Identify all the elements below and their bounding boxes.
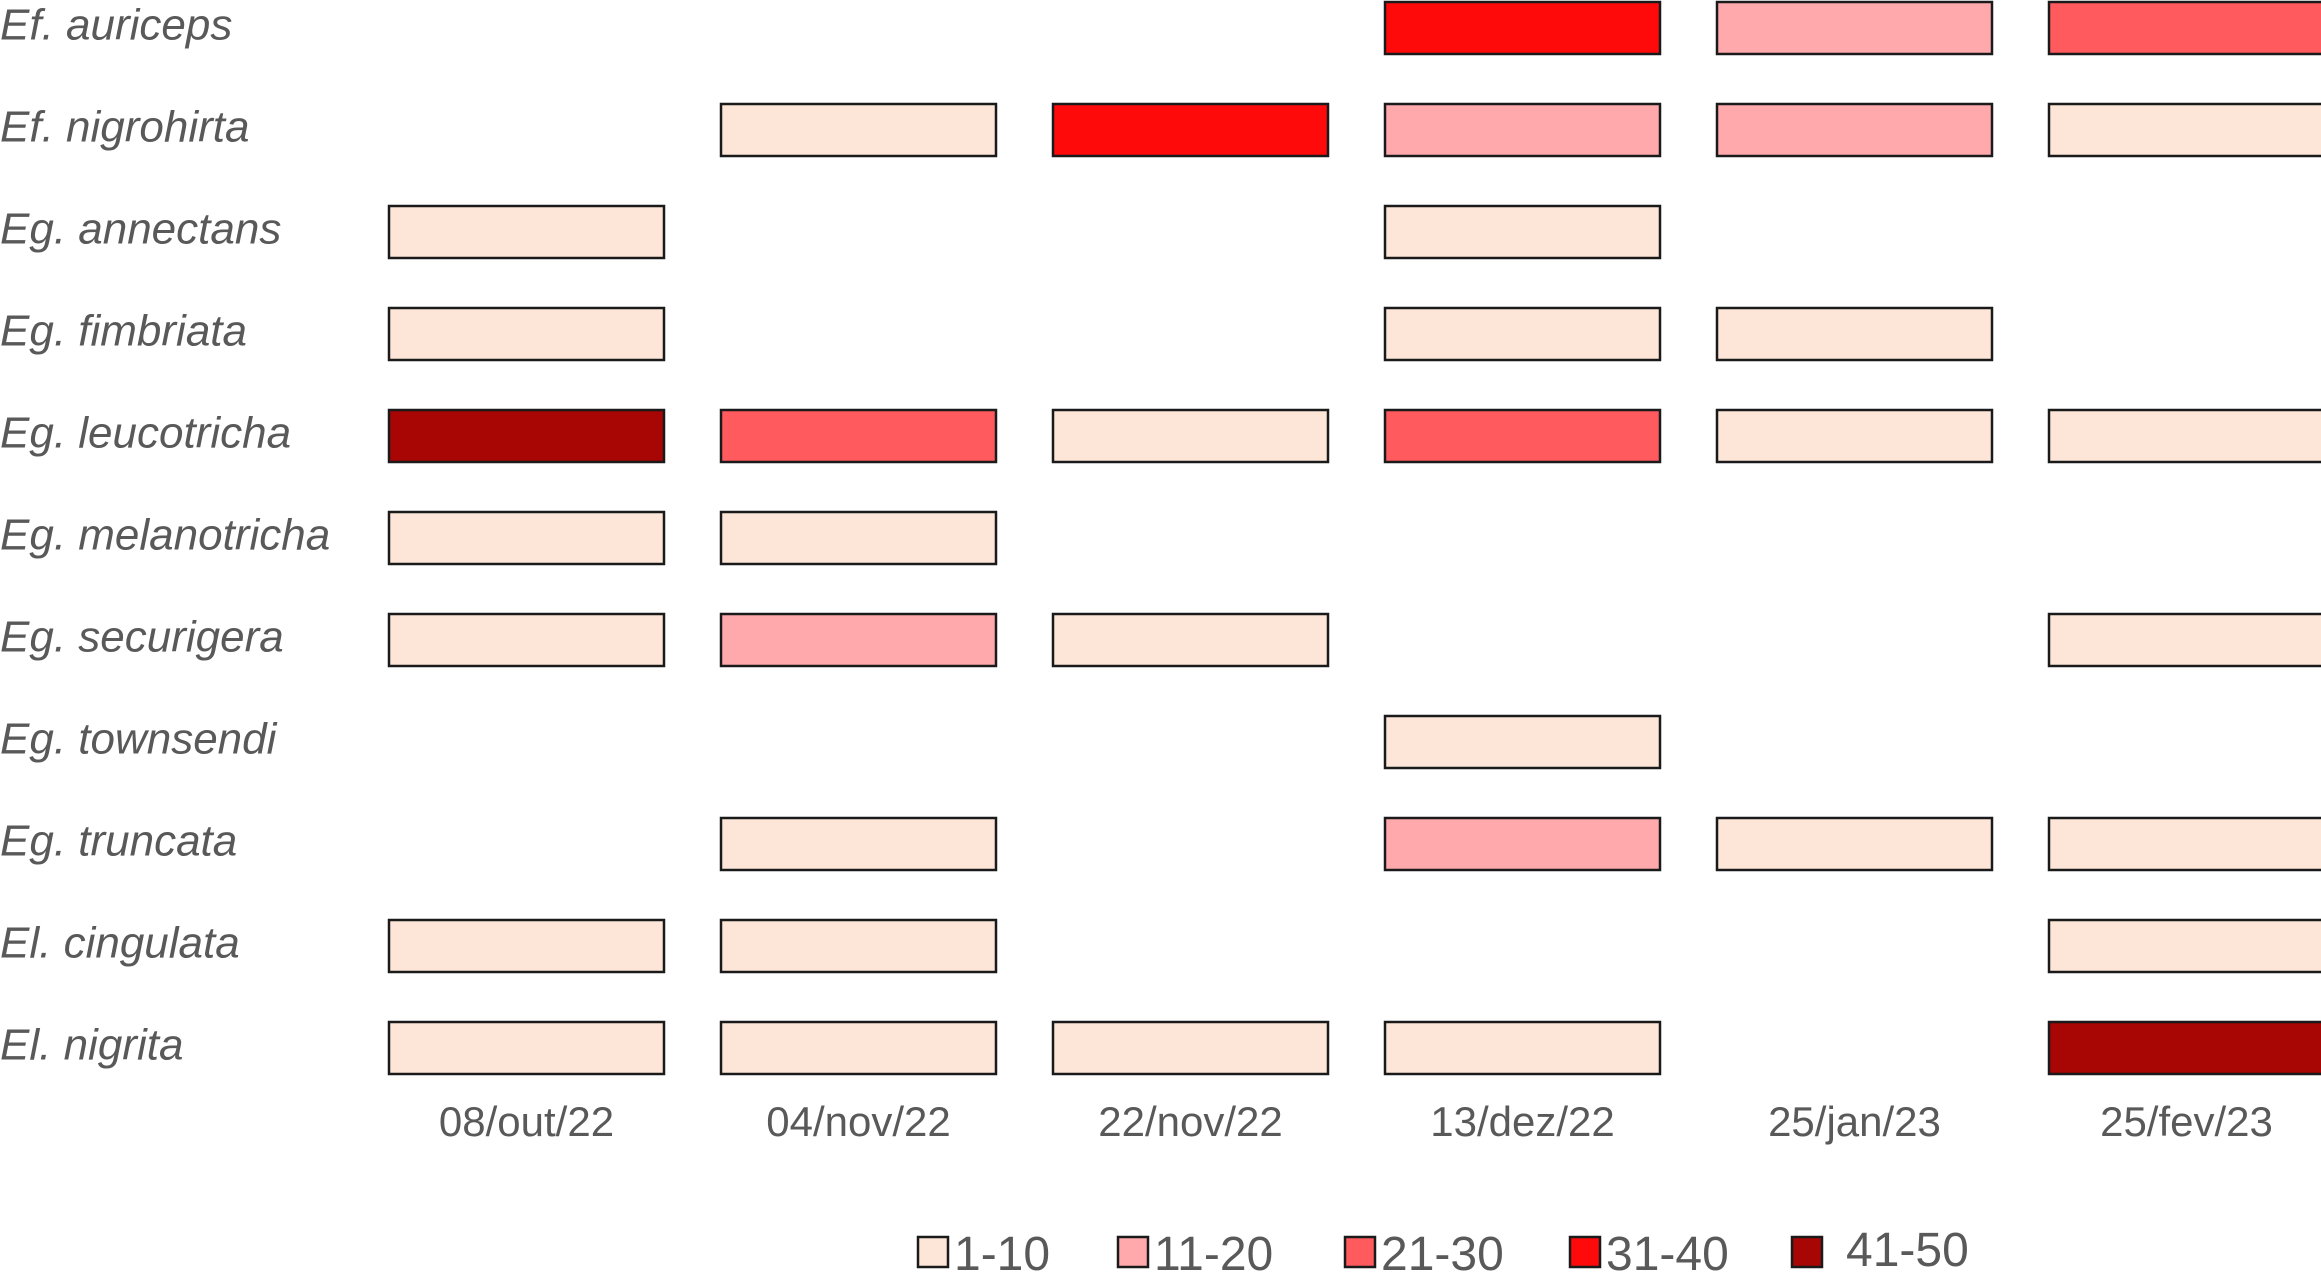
heatmap-cell bbox=[2047, 612, 2321, 668]
row-label: Ef. nigrohirta bbox=[0, 103, 249, 152]
heatmap-cell bbox=[1715, 306, 1994, 362]
row-label: Eg. securigera bbox=[0, 613, 284, 662]
heatmap-cell bbox=[2047, 408, 2321, 464]
column-label: 13/dez/22 bbox=[1430, 1098, 1615, 1145]
heatmap-cell bbox=[1383, 204, 1662, 260]
heatmap-cell bbox=[1715, 408, 1994, 464]
legend-label: 21-30 bbox=[1381, 1228, 1504, 1274]
heatmap-cell bbox=[1051, 1020, 1330, 1076]
heatmap-cell bbox=[719, 510, 998, 566]
column-label: 25/fev/23 bbox=[2100, 1098, 2273, 1145]
heatmap-cell bbox=[719, 408, 998, 464]
heatmap-cell bbox=[1383, 306, 1662, 362]
row-label: El. nigrita bbox=[0, 1021, 183, 1070]
legend-label: 1-10 bbox=[954, 1228, 1050, 1274]
cells bbox=[387, 0, 2321, 1076]
heatmap-cell bbox=[1383, 102, 1662, 158]
heatmap-cell bbox=[1383, 1020, 1662, 1076]
heatmap-cell bbox=[387, 918, 666, 974]
heatmap-cell bbox=[387, 408, 666, 464]
column-label: 08/out/22 bbox=[439, 1098, 614, 1145]
heatmap-cell bbox=[2047, 918, 2321, 974]
heatmap-cell bbox=[387, 306, 666, 362]
heatmap-cell bbox=[387, 510, 666, 566]
row-label: Eg. melanotricha bbox=[0, 511, 330, 560]
row-label: Eg. leucotricha bbox=[0, 409, 291, 458]
heatmap-cell bbox=[1051, 408, 1330, 464]
heatmap-cell bbox=[1715, 816, 1994, 872]
heatmap-cell bbox=[719, 102, 998, 158]
heatmap-cell bbox=[387, 612, 666, 668]
heatmap-cell bbox=[1715, 0, 1994, 56]
row-label: Eg. truncata bbox=[0, 817, 237, 866]
heatmap-cell bbox=[719, 918, 998, 974]
legend-label: 41-50 bbox=[1846, 1224, 1969, 1274]
row-label: Ef. auriceps bbox=[0, 1, 232, 50]
column-label: 04/nov/22 bbox=[766, 1098, 951, 1145]
heatmap-cell bbox=[387, 204, 666, 260]
column-labels: 08/out/22 04/nov/22 22/nov/22 13/dez/22 25/j… bbox=[439, 1098, 2273, 1145]
heatmap-cell bbox=[2047, 816, 2321, 872]
heatmap-cell bbox=[719, 1020, 998, 1076]
heatmap-cell bbox=[1051, 612, 1330, 668]
heatmap-cell bbox=[2047, 0, 2321, 56]
row-label: El. cingulata bbox=[0, 919, 240, 968]
row-label: Eg. annectans bbox=[0, 205, 281, 254]
column-label: 25/jan/23 bbox=[1768, 1098, 1941, 1145]
heatmap-cell bbox=[1051, 102, 1330, 158]
heatmap-cell bbox=[1715, 102, 1994, 158]
heatmap-cell bbox=[1383, 816, 1662, 872]
legend-label: 11-20 bbox=[1154, 1228, 1273, 1274]
row-labels: Ef. auriceps Ef. nigrohirta Eg. annectans E… bbox=[0, 1, 330, 1070]
heatmap-cell bbox=[2047, 102, 2321, 158]
heatmap-cell bbox=[387, 1020, 666, 1076]
heatmap-cell bbox=[719, 816, 998, 872]
legend-label: 31-40 bbox=[1606, 1228, 1729, 1274]
heatmap-cell bbox=[2047, 1020, 2321, 1076]
heatmap-cell bbox=[719, 612, 998, 668]
heatmap-cell bbox=[1383, 0, 1662, 56]
legend-swatch bbox=[1116, 1235, 1150, 1269]
heatmap-cell bbox=[1383, 408, 1662, 464]
legend-swatch bbox=[1568, 1235, 1602, 1269]
legend-swatch bbox=[916, 1235, 950, 1269]
legend: 1-10 11-20 21-30 31-40 41-50 bbox=[916, 1224, 1969, 1279]
legend-swatch bbox=[1343, 1235, 1377, 1269]
row-label: Eg. fimbriata bbox=[0, 307, 247, 356]
row-label: Eg. townsendi bbox=[0, 715, 278, 764]
heatmap-cell bbox=[1383, 714, 1662, 770]
column-label: 22/nov/22 bbox=[1098, 1098, 1283, 1145]
legend-swatch bbox=[1790, 1235, 1824, 1269]
